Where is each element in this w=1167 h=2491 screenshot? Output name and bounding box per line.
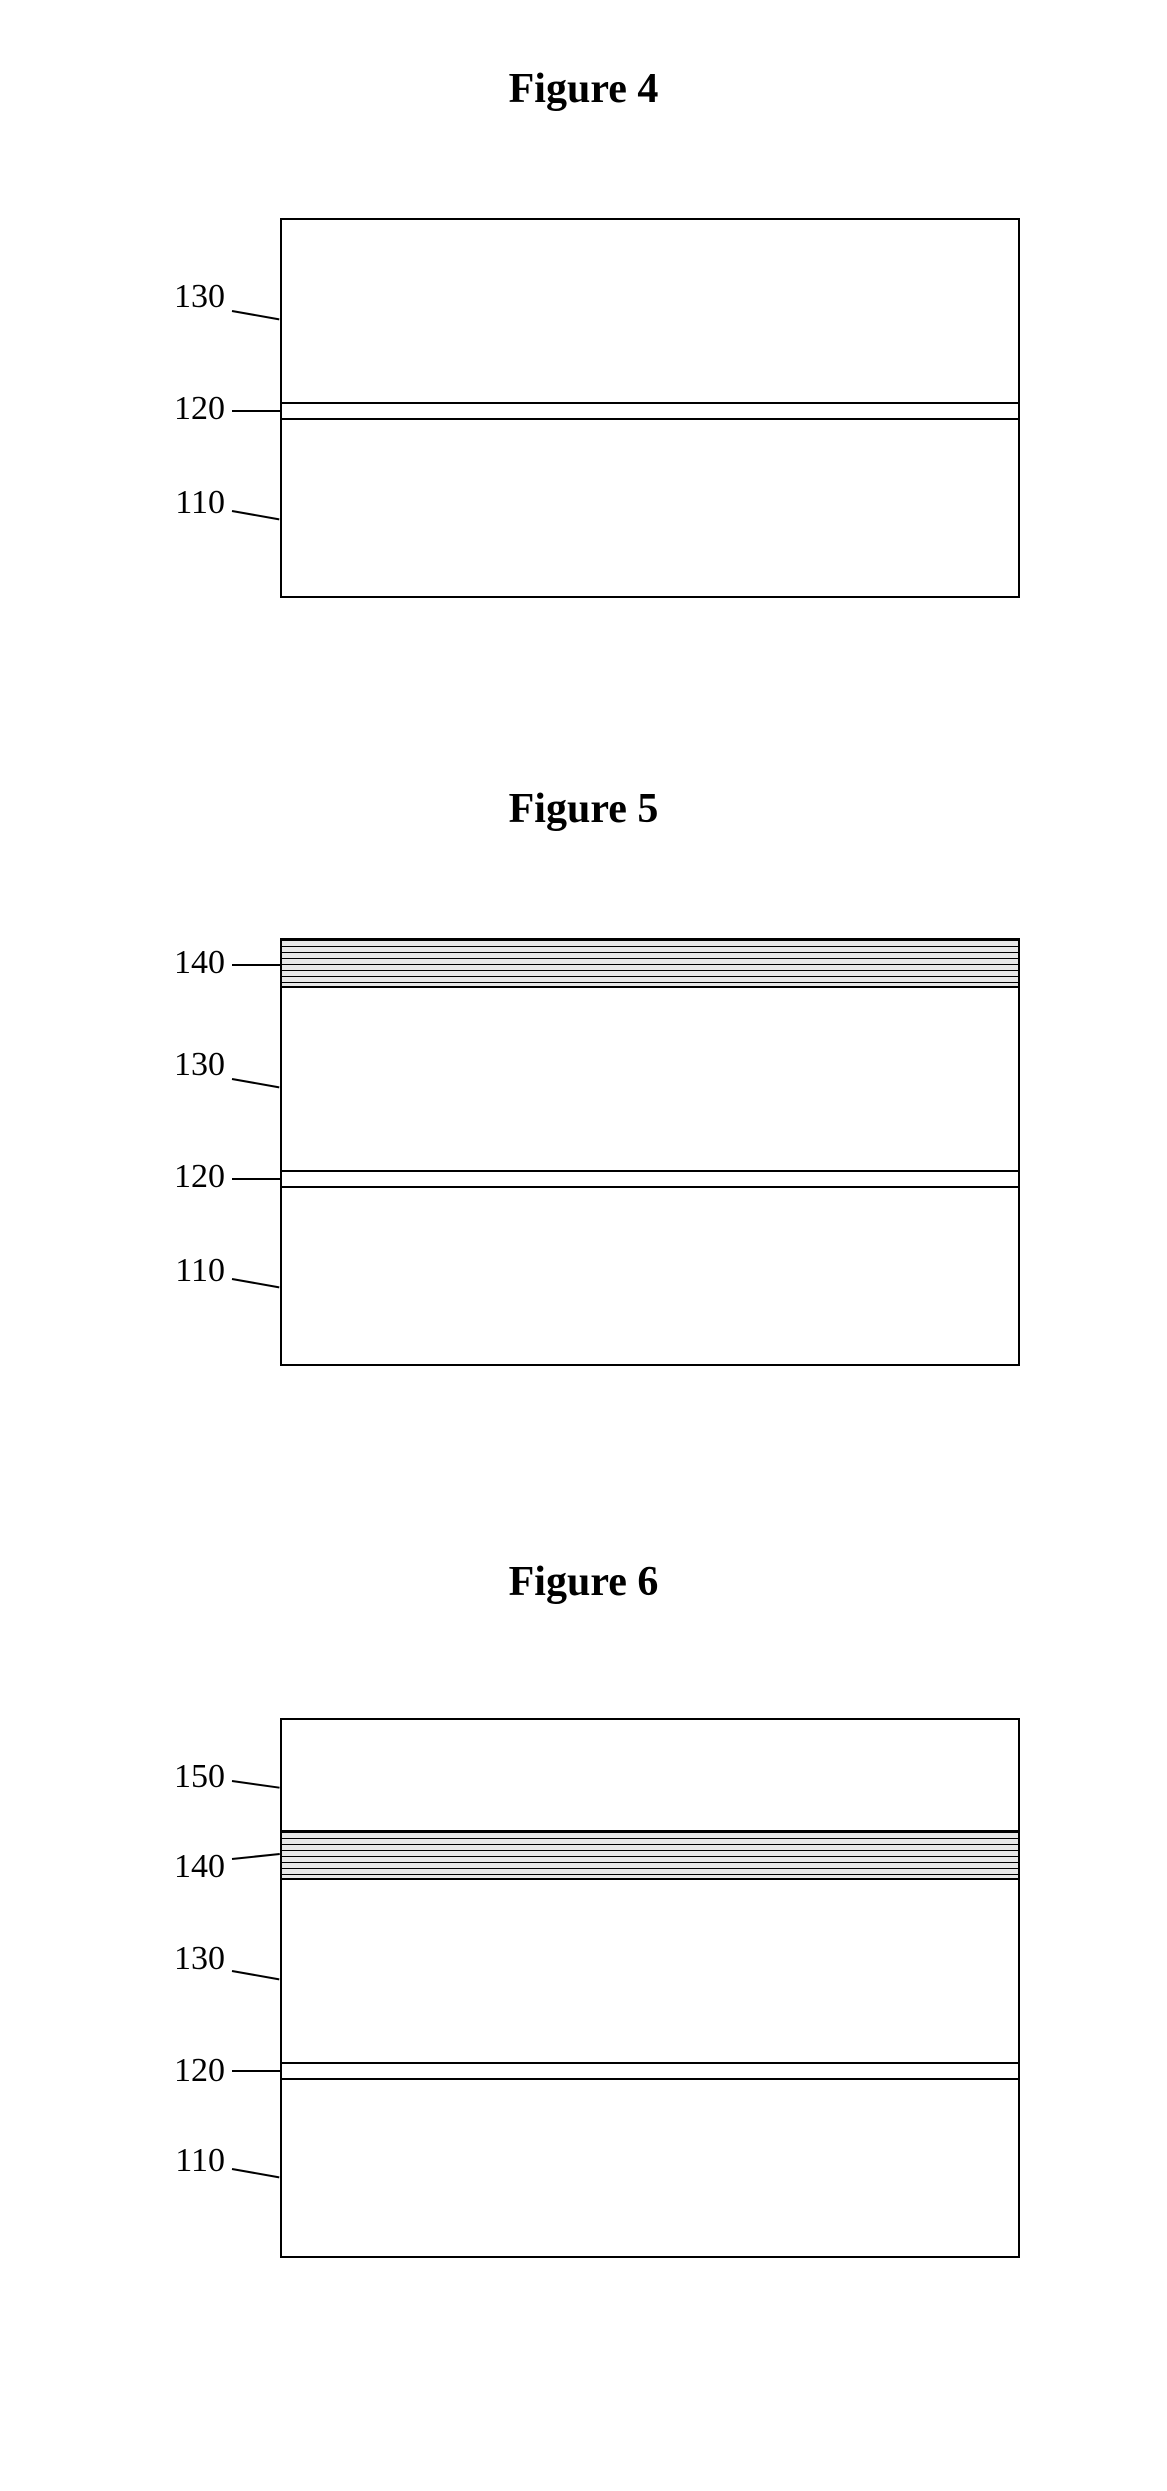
label-120: 120: [155, 2052, 225, 2090]
label-130: 130: [155, 1046, 225, 1084]
page-canvas: Figure 4 130 120 110 Figure 5 140 130 12…: [0, 0, 1167, 2491]
layer-130: [282, 1878, 1018, 2062]
tick-120: [232, 410, 280, 412]
figure-4-diagram: [280, 218, 1020, 598]
label-120: 120: [155, 390, 225, 428]
figure-6-title: Figure 6: [0, 1558, 1167, 1606]
layer-110: [282, 1186, 1018, 1366]
figure-5-title: Figure 5: [0, 785, 1167, 833]
label-140: 140: [155, 1848, 225, 1886]
figure-5-diagram: [280, 938, 1020, 1366]
tick-110: [232, 510, 280, 520]
layer-140: [282, 938, 1018, 986]
label-110: 110: [155, 2142, 225, 2180]
tick-150: [232, 1780, 280, 1789]
tick-130: [232, 310, 280, 320]
layer-110: [282, 418, 1018, 598]
tick-110: [232, 1278, 280, 1288]
tick-120: [232, 1178, 280, 1180]
layer-120: [282, 1170, 1018, 1186]
tick-110: [232, 2168, 280, 2178]
tick-140: [232, 1853, 280, 1860]
label-130: 130: [155, 1940, 225, 1978]
layer-120: [282, 2062, 1018, 2078]
tick-140: [232, 964, 280, 966]
layer-110: [282, 2078, 1018, 2258]
tick-120: [232, 2070, 280, 2072]
tick-130: [232, 1970, 280, 1980]
layer-130: [282, 986, 1018, 1170]
figure-4-title: Figure 4: [0, 65, 1167, 113]
label-130: 130: [155, 278, 225, 316]
layer-140: [282, 1830, 1018, 1878]
layer-150: [282, 1718, 1018, 1830]
label-150: 150: [155, 1758, 225, 1796]
figure-6-diagram: [280, 1718, 1020, 2258]
label-110: 110: [155, 1252, 225, 1290]
label-120: 120: [155, 1158, 225, 1196]
tick-130: [232, 1078, 280, 1088]
layer-130: [282, 218, 1018, 402]
label-110: 110: [155, 484, 225, 522]
layer-120: [282, 402, 1018, 418]
label-140: 140: [155, 944, 225, 982]
